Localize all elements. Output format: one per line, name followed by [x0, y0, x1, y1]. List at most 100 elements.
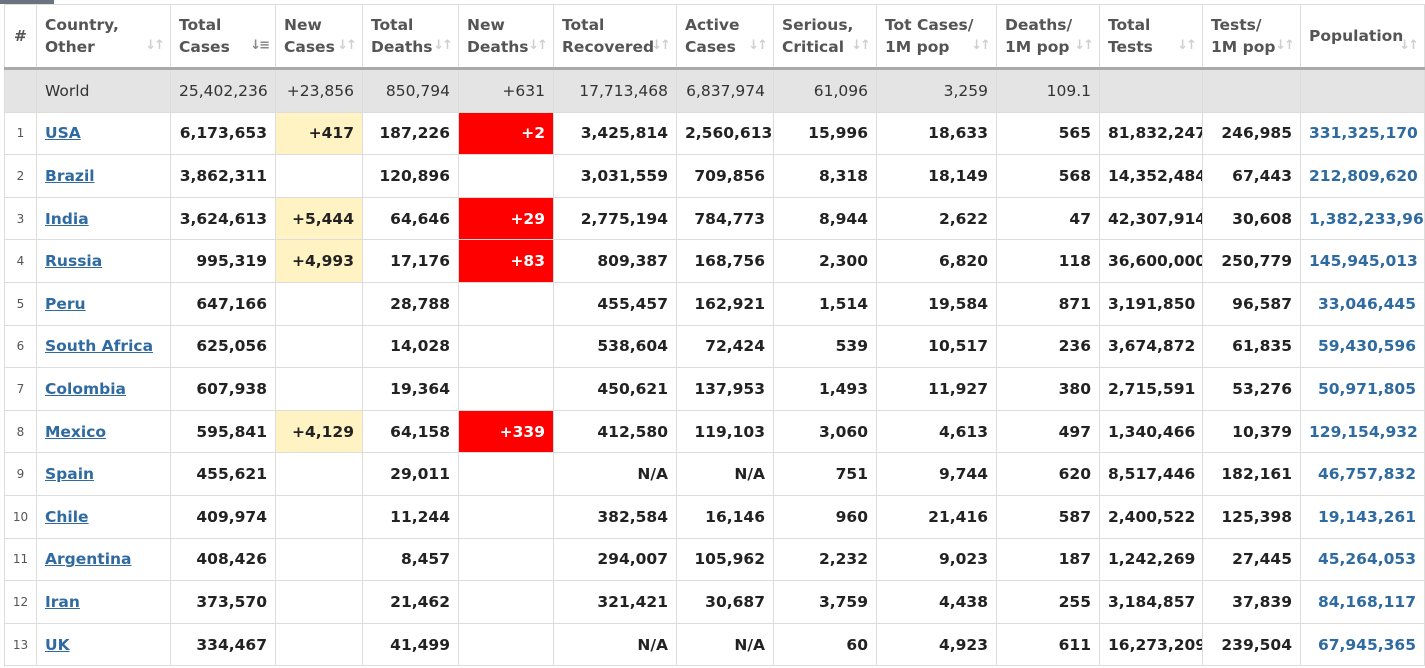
country-link[interactable]: Russia: [45, 252, 103, 271]
total-tests-cell: 14,352,484: [1099, 154, 1203, 198]
total-cases-cell: 6,173,653: [170, 111, 276, 156]
row-index: 8: [4, 409, 37, 454]
country-name: World: [36, 68, 171, 113]
country-link[interactable]: Colombia: [45, 379, 127, 398]
col-header-total-cases[interactable]: Total Cases ↓≡: [170, 4, 276, 70]
col-header-index[interactable]: #: [4, 4, 37, 70]
country-link[interactable]: Argentina: [45, 550, 132, 569]
population-cell[interactable]: 45,264,053: [1300, 537, 1425, 582]
total-cases-cell: 334,467: [170, 622, 276, 667]
table-row: 2 Brazil 3,862,311 120,896 3,031,559 709,856 8…: [4, 154, 1425, 198]
population-cell[interactable]: 50,971,805: [1300, 367, 1425, 411]
sort-icon[interactable]: ↓↑: [851, 38, 871, 53]
col-header-active-cases[interactable]: Active Cases ↓↑: [676, 4, 774, 70]
total-deaths-cell: 14,028: [362, 324, 459, 369]
population-cell[interactable]: 84,168,117: [1300, 580, 1425, 624]
cases-per-million-cell: 4,923: [876, 622, 997, 667]
sort-icon[interactable]: ↓↑: [1074, 38, 1094, 53]
top-tab-indicator: [0, 0, 54, 4]
total-deaths-cell: 28,788: [362, 281, 459, 326]
new-deaths-cell: [458, 324, 554, 369]
sort-icon[interactable]: ↓↑: [337, 38, 357, 53]
col-header-serious-critical[interactable]: Serious, Critical ↓↑: [773, 4, 877, 70]
active-cases-cell: N/A: [676, 622, 774, 667]
cases-per-million-cell: 2,622: [876, 196, 997, 241]
population-cell[interactable]: 46,757,832: [1300, 452, 1425, 496]
cases-per-million-cell: 21,416: [876, 494, 997, 539]
serious-critical-cell: 60: [773, 622, 877, 667]
col-header-total-deaths[interactable]: Total Deaths ↓↑: [362, 4, 459, 70]
population-cell[interactable]: 19,143,261: [1300, 494, 1425, 539]
population-cell[interactable]: 33,046,445: [1300, 281, 1425, 326]
country-link[interactable]: Brazil: [45, 166, 95, 185]
col-header-tests-per-million[interactable]: Tests/1M pop ↓↑: [1202, 4, 1301, 70]
table-row: 3 India 3,624,613 +5,444 64,646 +29 2,775,194 7…: [4, 196, 1425, 241]
col-header-total-tests[interactable]: Total Tests ↓↑: [1099, 4, 1203, 70]
country-link[interactable]: Peru: [45, 294, 86, 313]
population-cell[interactable]: 1,382,233,964: [1300, 196, 1425, 241]
table-header-row: # Country, Other ↓↑ Total Cases ↓≡ New Cases ↓…: [4, 4, 1425, 70]
table-row: 4 Russia 995,319 +4,993 17,176 +83 809,387 168,…: [4, 239, 1425, 283]
sort-icon[interactable]: ↓↑: [971, 38, 991, 53]
new-deaths-cell: [458, 452, 554, 496]
row-index: 12: [4, 580, 37, 624]
population-cell[interactable]: 212,809,620: [1300, 154, 1425, 198]
active-cases-cell: 137,953: [676, 367, 774, 411]
country-link[interactable]: USA: [45, 124, 81, 143]
deaths-per-million-cell: 47: [996, 196, 1100, 241]
table-row: 8 Mexico 595,841 +4,129 64,158 +339 412,580 119…: [4, 409, 1425, 454]
sort-active-icon[interactable]: ↓≡: [250, 38, 270, 53]
sort-icon[interactable]: ↓↑: [528, 38, 548, 53]
sort-icon[interactable]: ↓↑: [1275, 38, 1295, 53]
population-cell[interactable]: 67,945,365: [1300, 622, 1425, 667]
active-cases-cell: 30,687: [676, 580, 774, 624]
active-cases-cell: 6,837,974: [676, 68, 774, 113]
country-link[interactable]: South Africa: [45, 337, 154, 356]
sort-icon[interactable]: ↓↑: [1399, 38, 1419, 53]
total-cases-cell: 408,426: [170, 537, 276, 582]
country-link[interactable]: India: [45, 209, 89, 228]
col-header-total-recovered[interactable]: Total Recovered ↓↑: [553, 4, 677, 70]
sort-icon[interactable]: ↓↑: [651, 38, 671, 53]
country-link[interactable]: Chile: [45, 507, 89, 526]
deaths-per-million-cell: 497: [996, 409, 1100, 454]
population-cell[interactable]: 145,945,013: [1300, 239, 1425, 283]
tests-per-million-cell: 61,835: [1202, 324, 1301, 369]
active-cases-cell: 119,103: [676, 409, 774, 454]
sort-icon[interactable]: ↓↑: [1177, 38, 1197, 53]
row-index: 11: [4, 537, 37, 582]
population-cell[interactable]: 331,325,170: [1300, 111, 1425, 156]
total-tests-cell: 8,517,446: [1099, 452, 1203, 496]
sort-icon[interactable]: ↓↑: [145, 38, 165, 53]
active-cases-cell: 105,962: [676, 537, 774, 582]
deaths-per-million-cell: 255: [996, 580, 1100, 624]
col-header-new-cases[interactable]: New Cases ↓↑: [275, 4, 363, 70]
col-header-population[interactable]: Population ↓↑: [1300, 4, 1425, 70]
total-deaths-cell: 187,226: [362, 111, 459, 156]
total-tests-cell: 3,184,857: [1099, 580, 1203, 624]
deaths-per-million-cell: 187: [996, 537, 1100, 582]
deaths-per-million-cell: 587: [996, 494, 1100, 539]
col-header-deaths-per-million[interactable]: Deaths/1M pop ↓↑: [996, 4, 1100, 70]
serious-critical-cell: 3,060: [773, 409, 877, 454]
col-header-cases-per-million[interactable]: Tot Cases/1M pop ↓↑: [876, 4, 997, 70]
row-index: 2: [4, 154, 37, 198]
serious-critical-cell: 3,759: [773, 580, 877, 624]
tests-per-million-cell: 53,276: [1202, 367, 1301, 411]
new-deaths-cell: +83: [458, 239, 554, 283]
sort-icon[interactable]: ↓↑: [748, 38, 768, 53]
col-header-country[interactable]: Country, Other ↓↑: [36, 4, 171, 70]
population-cell[interactable]: 129,154,932: [1300, 409, 1425, 454]
country-link[interactable]: Spain: [45, 465, 95, 484]
country-link[interactable]: Iran: [45, 592, 80, 611]
country-name: Colombia: [36, 367, 171, 411]
population-cell[interactable]: 59,430,596: [1300, 324, 1425, 369]
deaths-per-million-cell: 611: [996, 622, 1100, 667]
serious-critical-cell: 960: [773, 494, 877, 539]
col-header-new-deaths[interactable]: New Deaths ↓↑: [458, 4, 554, 70]
sort-icon[interactable]: ↓↑: [433, 38, 453, 53]
country-link[interactable]: UK: [45, 635, 70, 654]
new-deaths-cell: +339: [458, 409, 554, 454]
country-link[interactable]: Mexico: [45, 422, 107, 441]
cases-per-million-cell: 10,517: [876, 324, 997, 369]
